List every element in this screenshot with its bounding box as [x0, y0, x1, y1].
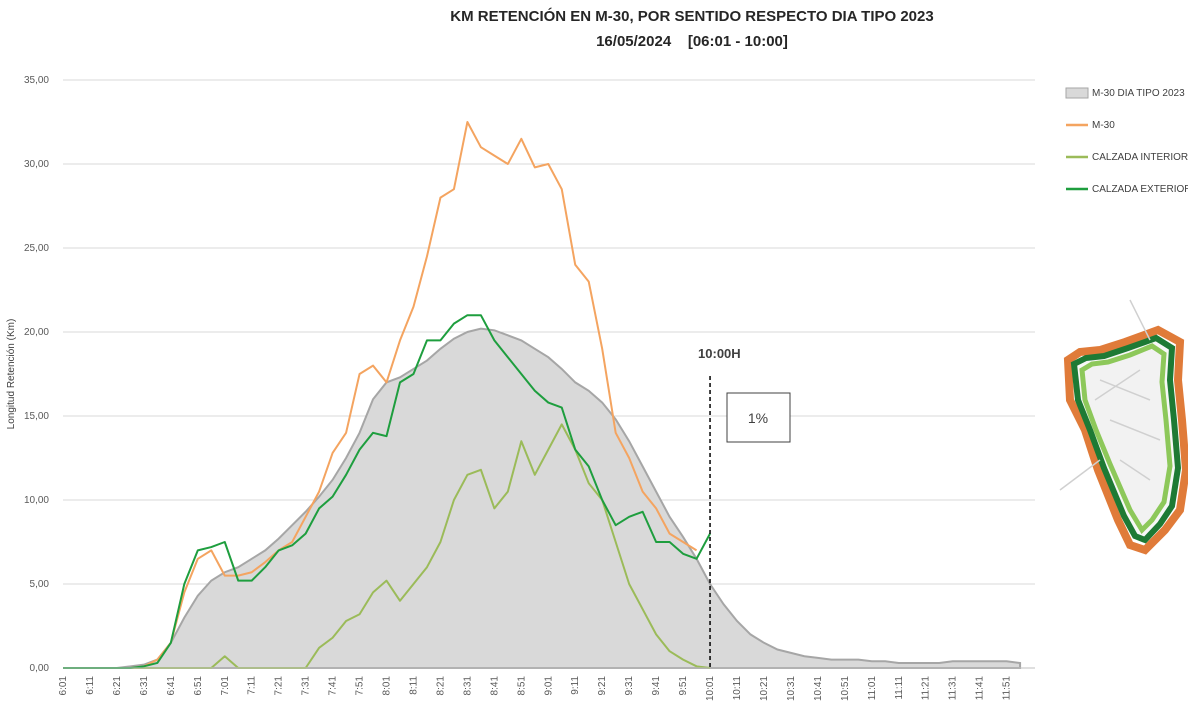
- x-tick-label: 10:41: [813, 676, 824, 701]
- x-tick-label: 8:21: [435, 676, 446, 696]
- x-tick-label: 8:51: [516, 676, 527, 696]
- legend-label: M-30: [1092, 120, 1115, 131]
- x-tick-label: 9:11: [570, 676, 581, 695]
- x-tick-label: 9:01: [543, 676, 554, 696]
- x-tick-label: 10:01: [705, 676, 716, 701]
- y-tick-label: 30,00: [24, 159, 49, 170]
- x-tick-label: 10:31: [786, 676, 797, 701]
- y-tick-label: 5,00: [30, 579, 50, 590]
- legend-label: CALZADA EXTERIOR: [1092, 184, 1188, 195]
- x-tick-label: 9:51: [678, 676, 689, 696]
- x-tick-label: 10:21: [759, 676, 770, 701]
- x-tick-label: 6:51: [193, 676, 204, 696]
- x-tick-label: 8:31: [462, 676, 473, 696]
- legend-swatch: [1065, 87, 1089, 99]
- x-tick-label: 6:21: [112, 676, 123, 696]
- x-tick-label: 11:51: [1002, 676, 1013, 701]
- x-tick-label: 7:21: [274, 676, 285, 696]
- x-tick-label: 11:01: [867, 676, 878, 701]
- marker-label: 10:00H: [698, 346, 741, 361]
- x-tick-label: 6:11: [85, 676, 96, 695]
- ring-map: [1059, 299, 1188, 555]
- x-tick-label: 9:21: [597, 676, 608, 696]
- line: [63, 314, 711, 669]
- x-tick-label: 6:01: [58, 676, 69, 696]
- x-tick-label: 10:51: [840, 676, 851, 701]
- y-tick-label: 35,00: [24, 75, 49, 86]
- x-tick-label: 9:31: [624, 676, 635, 696]
- x-tick-label: 7:11: [247, 676, 258, 695]
- annotation-box: [726, 392, 791, 443]
- y-tick-label: 20,00: [24, 327, 49, 338]
- x-tick-label: 6:41: [166, 676, 177, 696]
- area: [63, 327, 1022, 669]
- legend-label: CALZADA INTERIOR: [1092, 152, 1188, 163]
- x-tick-label: 10:11: [732, 676, 743, 701]
- x-tick-label: 7:41: [328, 676, 339, 696]
- y-tick-label: 10,00: [24, 495, 49, 506]
- x-tick-label: 11:11: [894, 676, 905, 700]
- x-tick-label: 6:31: [139, 676, 150, 696]
- y-tick-label: 15,00: [24, 411, 49, 422]
- x-tick-label: 11:41: [975, 676, 986, 701]
- chart-subtitle: 16/05/2024 [06:01 - 10:00]: [596, 33, 788, 50]
- y-tick-label: 25,00: [24, 243, 49, 254]
- x-tick-label: 7:31: [301, 676, 312, 696]
- legend-label: M-30 DIA TIPO 2023: [1092, 88, 1185, 99]
- y-axis-label: Longitud Retención (Km): [6, 319, 17, 430]
- x-tick-label: 11:31: [948, 676, 959, 701]
- x-tick-label: 7:51: [355, 676, 366, 696]
- x-tick-label: 11:21: [921, 676, 932, 701]
- x-tick-label: 7:01: [220, 676, 231, 696]
- x-tick-label: 8:41: [489, 676, 500, 696]
- y-tick-label: 0,00: [30, 663, 50, 674]
- x-tick-label: 9:41: [651, 676, 662, 696]
- annotation-label: 1%: [748, 410, 768, 426]
- x-tick-label: 8:11: [408, 676, 419, 695]
- x-tick-label: 8:01: [382, 676, 393, 696]
- chart-title: KM RETENCIÓN EN M-30, POR SENTIDO RESPEC…: [450, 7, 933, 25]
